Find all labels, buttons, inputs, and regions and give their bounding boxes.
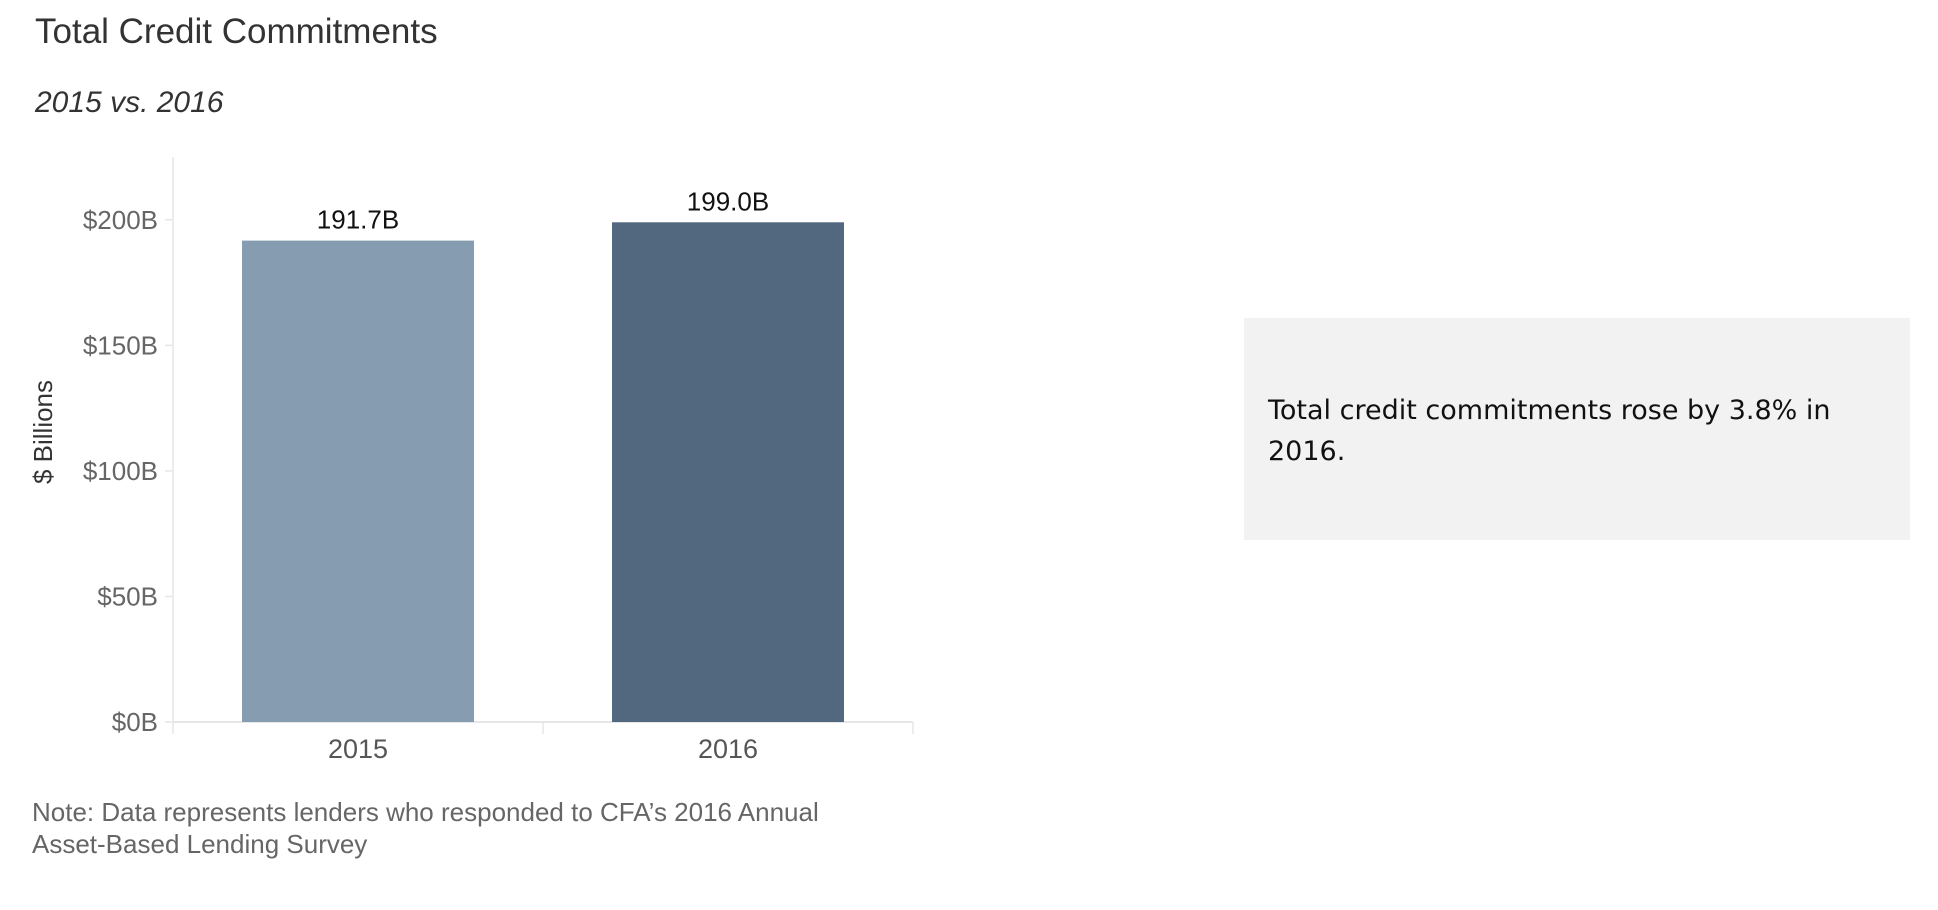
- y-axis-label: $ Billions: [28, 380, 58, 484]
- data-label-2016: 199.0B: [687, 186, 769, 216]
- chart-labels: 191.7B 2015 199.0B 2016: [317, 186, 769, 764]
- note-line-2: Asset-Based Lending Survey: [32, 829, 368, 859]
- y-tick-label: $50B: [97, 581, 158, 611]
- bar-chart: $0B $50B $100B $150B $200B 191.7B 2015 199.0B 2…: [28, 157, 914, 764]
- x-tick-label-2016: 2016: [698, 734, 758, 764]
- bar-2016: [612, 222, 844, 723]
- y-tick-label: $100B: [83, 456, 158, 486]
- data-label-2015: 191.7B: [317, 205, 399, 235]
- y-tick-label: $150B: [83, 330, 158, 360]
- chart-axes: $0B $50B $100B $150B $200B: [83, 157, 914, 737]
- y-tick-label: $200B: [83, 205, 158, 235]
- callout-text: Total credit commitments rose by 3.8% in…: [1268, 395, 1831, 467]
- y-tick-label: $0B: [112, 707, 158, 737]
- note-line-1: Note: Data represents lenders who respon…: [32, 797, 819, 827]
- chart-note: Note: Data represents lenders who respon…: [32, 796, 932, 860]
- chart-subtitle: 2015 vs. 2016: [35, 86, 224, 119]
- chart-title: Total Credit Commitments: [35, 12, 438, 51]
- x-tick-label-2015: 2015: [328, 734, 388, 764]
- chart-bars: [242, 222, 844, 723]
- callout-box: Total credit commitments rose by 3.8% in…: [1244, 318, 1910, 540]
- bar-2015: [242, 240, 474, 722]
